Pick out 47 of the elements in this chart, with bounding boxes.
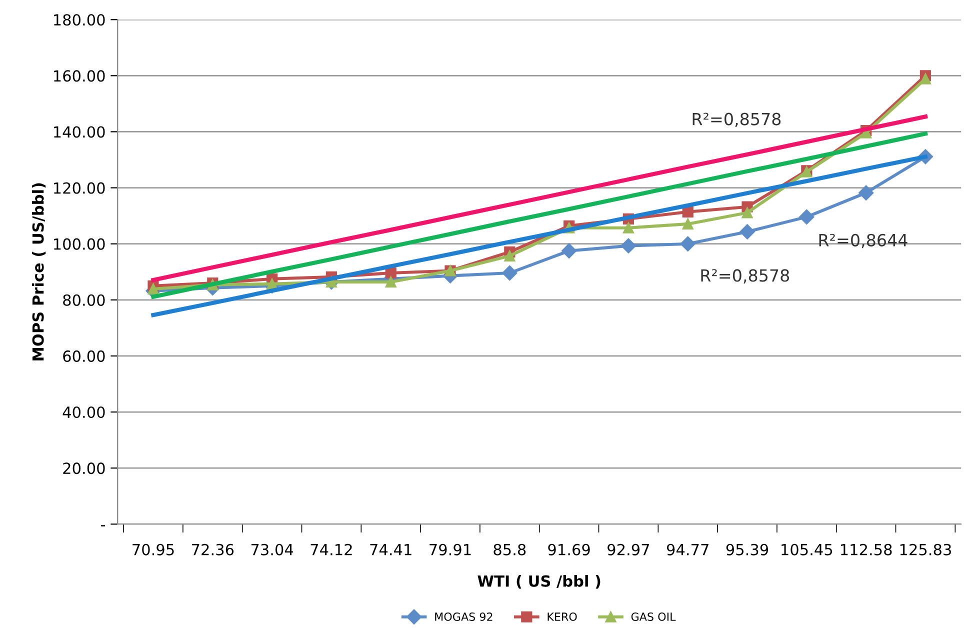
x-tick-label: 112.58 bbox=[841, 544, 892, 556]
x-tick-label: 74.41 bbox=[370, 544, 412, 556]
x-tick-label: 125.83 bbox=[900, 544, 951, 556]
legend-label: MOGAS 92 bbox=[435, 612, 492, 621]
point bbox=[742, 207, 753, 218]
point bbox=[682, 218, 694, 230]
point bbox=[504, 250, 516, 262]
point bbox=[799, 209, 814, 225]
x-axis-title: WTI ( US /bbl ) bbox=[478, 575, 600, 589]
y-tick-label: 100.00 bbox=[54, 238, 105, 250]
y-tick-label: - bbox=[101, 525, 106, 526]
point bbox=[148, 283, 159, 295]
y-tick-label: 140.00 bbox=[54, 126, 105, 138]
point bbox=[620, 238, 636, 254]
x-tick-label: 94.77 bbox=[666, 544, 708, 556]
y-tick-label: 40.00 bbox=[62, 406, 105, 418]
y-tick-label: 60.00 bbox=[63, 350, 105, 362]
y-tick-label: 120.00 bbox=[54, 182, 105, 194]
point bbox=[858, 185, 874, 200]
point bbox=[740, 224, 755, 240]
annotation: R²=0,8578 bbox=[692, 112, 781, 128]
x-tick-label: 105.45 bbox=[782, 544, 832, 556]
point bbox=[622, 222, 634, 234]
legend-label: KERO bbox=[548, 612, 577, 621]
x-tick-label: 91.69 bbox=[548, 544, 590, 556]
annotation: R²=0,8578 bbox=[701, 269, 790, 284]
legend-label: GAS OIL bbox=[631, 612, 676, 621]
y-tick-label: 160.00 bbox=[54, 70, 105, 82]
x-tick-label: 95.39 bbox=[726, 544, 768, 556]
x-tick-label: 79.91 bbox=[430, 544, 471, 556]
x-tick-label: 85.8 bbox=[494, 544, 526, 556]
point bbox=[502, 265, 518, 281]
y-tick-label: 20.00 bbox=[63, 462, 105, 474]
x-tick-label: 70.95 bbox=[132, 544, 174, 556]
y-axis-title: MOPS Price ( US/bbl) bbox=[32, 183, 46, 360]
point bbox=[680, 236, 696, 252]
y-tick-label: 80.00 bbox=[63, 294, 105, 306]
y-tick-label: 180.00 bbox=[54, 14, 105, 26]
point bbox=[682, 206, 694, 218]
x-tick-label: 72.36 bbox=[192, 544, 234, 556]
point bbox=[920, 73, 932, 84]
x-tick-label: 74.12 bbox=[310, 544, 352, 556]
point bbox=[385, 276, 396, 288]
x-tick-label: 73.04 bbox=[251, 544, 294, 556]
point bbox=[561, 243, 577, 258]
x-tick-label: 92.97 bbox=[608, 544, 650, 556]
annotation: R²=0,8644 bbox=[819, 234, 908, 248]
